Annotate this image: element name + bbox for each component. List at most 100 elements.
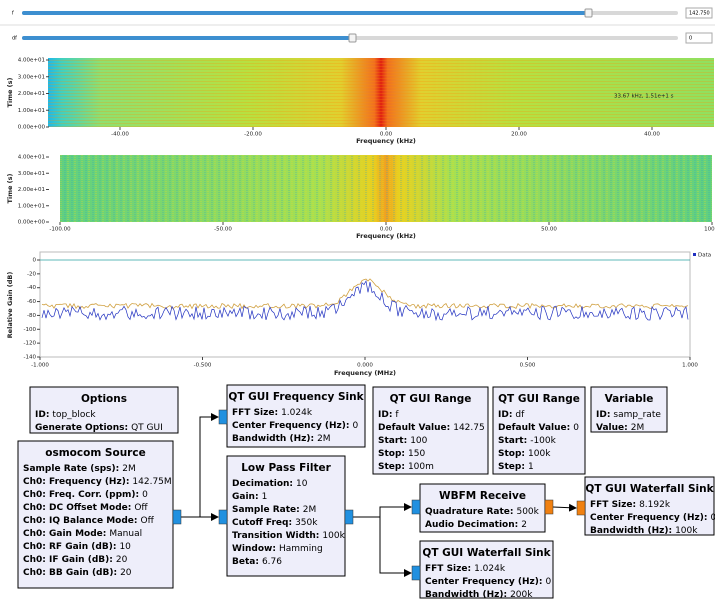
- block-param: Quadrature Rate: 500k: [425, 507, 540, 517]
- param-key: Sample Rate (sps):: [23, 464, 119, 474]
- param-value: QT GUI: [131, 423, 163, 433]
- param-value: 2: [521, 520, 527, 530]
- y-tick-label: 4.00e+01: [18, 58, 45, 64]
- param-value: 8.192k: [639, 500, 671, 510]
- value-box[interactable]: [685, 32, 713, 44]
- y-tick-label: 1.00e+01: [18, 108, 45, 114]
- y-tick-label: -120: [24, 341, 37, 347]
- block[interactable]: QT GUI Frequency Sink FFT Size: 1.024k Cent…: [226, 384, 366, 448]
- param-key: Ch0: DC Offset Mode:: [23, 503, 131, 513]
- block-param: Bandwidth (Hz): 200k: [425, 590, 533, 600]
- value-box[interactable]: [685, 7, 713, 19]
- param-value: 200k: [510, 590, 533, 600]
- block[interactable]: Variable ID: samp_rate Value: 2M: [590, 386, 668, 433]
- param-value: -100k: [530, 436, 556, 446]
- block-body: [29, 386, 179, 434]
- param-value: 142.75M: [132, 477, 171, 487]
- block-param: ID: samp_rate: [596, 410, 661, 420]
- block[interactable]: Low Pass Filter Decimation: 10 Gain: 1 Sample…: [226, 455, 346, 577]
- block-param: Stop: 150: [378, 449, 425, 459]
- block[interactable]: QT GUI Waterfall Sink FFT Size: 8.192k Cent…: [584, 476, 715, 536]
- block-param: Gain: 1: [232, 492, 267, 502]
- slider-handle[interactable]: [584, 8, 593, 18]
- block-param: FFT Size: 8.192k: [590, 500, 671, 510]
- param-value: 2M: [317, 434, 331, 444]
- param-value: 100k: [528, 449, 551, 459]
- param-value: f: [395, 410, 399, 420]
- param-key: Start:: [498, 436, 527, 446]
- x-axis-label: Frequency (MHz): [334, 369, 396, 377]
- block-param: FFT Size: 1.024k: [232, 408, 313, 418]
- connection: [353, 503, 412, 518]
- block-param: Transition Width: 100k: [232, 531, 346, 541]
- param-key: Ch0: Freq. Corr. (ppm):: [23, 490, 139, 500]
- param-value: df: [515, 410, 525, 420]
- x-tick-label: -20.00: [244, 132, 262, 138]
- block-param: Default Value: 142.75: [378, 423, 485, 433]
- block-body: [590, 386, 668, 433]
- block-title: QT GUI Waterfall Sink: [585, 483, 714, 495]
- block-param: Ch0: RF Gain (dB): 10: [23, 542, 131, 552]
- param-key: Default Value:: [378, 423, 450, 433]
- block-param: Ch0: Frequency (Hz): 142.75M: [23, 477, 172, 487]
- x-tick-label: -40.00: [111, 132, 129, 138]
- block[interactable]: QT GUI Range ID: f Default Value: 142.75 Star…: [372, 386, 489, 475]
- block-param: Bandwidth (Hz): 100k: [590, 526, 698, 536]
- param-key: Window:: [232, 544, 276, 554]
- block-title: Low Pass Filter: [241, 462, 331, 474]
- param-value: 20: [120, 568, 132, 578]
- block-param: Ch0: IF Gain (dB): 20: [23, 555, 128, 565]
- y-tick-label: 4.00e+01: [18, 155, 45, 161]
- block-param: Default Value: 0: [498, 423, 579, 433]
- slider-label: f: [12, 11, 14, 17]
- block-param: Generate Options: QT GUI: [35, 423, 163, 433]
- y-tick-label: 1.00e+01: [18, 203, 45, 209]
- block-param: Audio Decimation: 2: [425, 520, 527, 530]
- x-axis-label: Frequency (kHz): [356, 232, 416, 240]
- port: [544, 499, 554, 515]
- block[interactable]: QT GUI Range ID: df Default Value: 0 Start: -1…: [492, 386, 586, 475]
- param-key: Stop:: [378, 449, 405, 459]
- port: [411, 565, 421, 581]
- block[interactable]: WBFM Receive Quadrature Rate: 500k Audio De…: [419, 483, 546, 533]
- legend-label: Data: [698, 253, 711, 259]
- param-value: 1: [262, 492, 268, 502]
- block-body: [372, 386, 489, 475]
- block-param: Ch0: Gain Mode: Manual: [23, 529, 142, 539]
- x-tick-label: -50.00: [214, 227, 232, 233]
- param-key: Default Value:: [498, 423, 570, 433]
- param-key: ID:: [596, 410, 610, 420]
- value-text: 0: [689, 36, 692, 42]
- x-tick-label: -0.500: [194, 363, 212, 369]
- x-tick-label: -100.00: [49, 227, 71, 233]
- block-param: Start: -100k: [498, 436, 557, 446]
- waterfall-texture: [60, 155, 712, 222]
- block[interactable]: QT GUI Waterfall Sink FFT Size: 1.024k Cent…: [419, 540, 554, 600]
- y-tick-label: 0.00e+00: [18, 220, 46, 226]
- param-value: 100k: [322, 531, 345, 541]
- port: [172, 509, 182, 525]
- slider-handle[interactable]: [348, 33, 357, 43]
- param-key: ID:: [378, 410, 392, 420]
- param-key: Decimation:: [232, 479, 293, 489]
- param-value: 1.024k: [474, 564, 506, 574]
- param-key: Transition Width:: [232, 531, 319, 541]
- param-value: Off: [141, 516, 155, 526]
- block-param: Start: 100: [378, 436, 428, 446]
- block[interactable]: osmocom Source Sample Rate (sps): 2M Ch0: F…: [17, 440, 174, 589]
- param-value: samp_rate: [613, 410, 661, 420]
- param-key: ID:: [35, 410, 49, 420]
- param-value: top_block: [52, 410, 96, 420]
- x-tick-label: 0.500: [520, 363, 536, 369]
- y-tick-label: -40: [27, 285, 36, 291]
- block-param: Ch0: IQ Balance Mode: Off: [23, 516, 155, 526]
- param-value: 1: [528, 462, 534, 472]
- param-key: Center Frequency (Hz):: [232, 421, 350, 431]
- block-param: FFT Size: 1.024k: [425, 564, 506, 574]
- param-value: 0: [353, 421, 359, 431]
- block[interactable]: Options ID: top_block Generate Options: QT G…: [29, 386, 179, 434]
- param-key: Ch0: IQ Balance Mode:: [23, 516, 138, 526]
- block-title: Variable: [605, 393, 654, 405]
- param-value: 150: [408, 449, 425, 459]
